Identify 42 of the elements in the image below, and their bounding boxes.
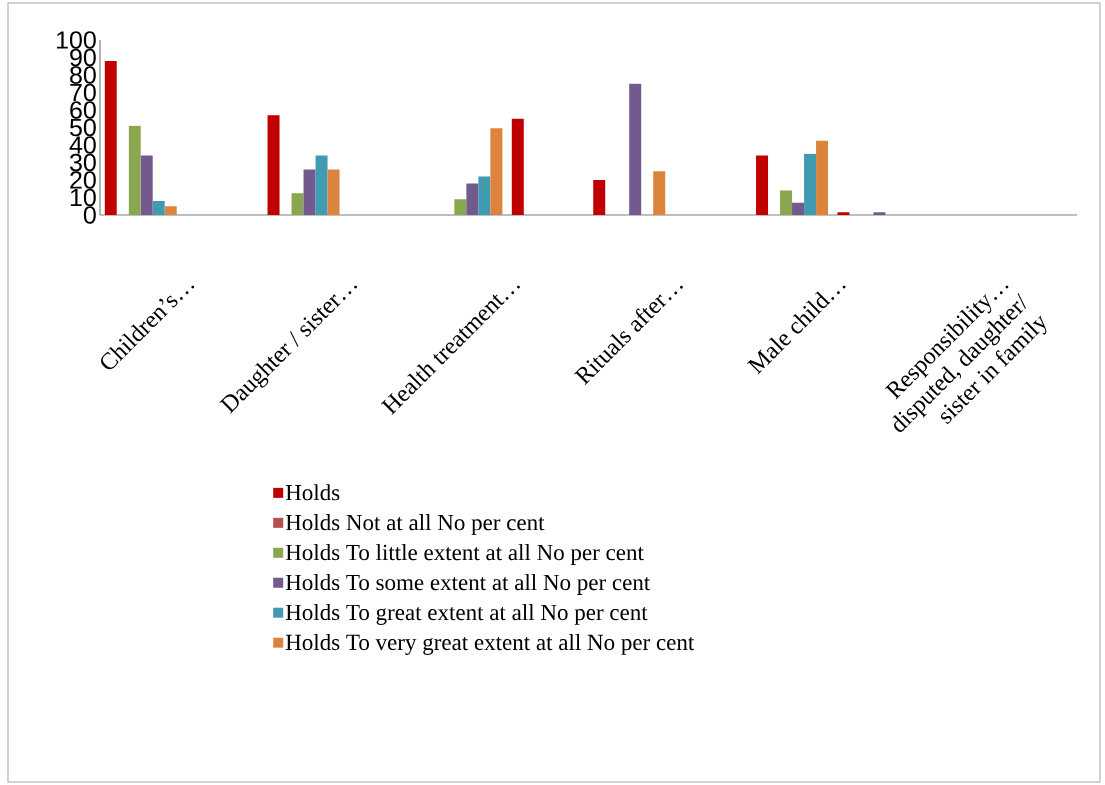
bar — [653, 171, 666, 215]
y-tick-label: 80 — [70, 66, 96, 84]
y-tick-label: 30 — [69, 153, 96, 172]
bar — [315, 155, 328, 215]
bar — [511, 118, 524, 215]
y-tick-label: 100 — [56, 31, 96, 49]
bar — [490, 128, 503, 215]
bar — [303, 169, 316, 215]
y-tick-label: 90 — [70, 48, 96, 67]
bar — [164, 206, 177, 215]
bar — [792, 202, 805, 215]
legend-label: Holds To some extent at all No per cent — [285, 574, 651, 595]
legend-label: Holds Not at all No per cent — [285, 514, 545, 535]
bar — [327, 169, 340, 215]
bar — [873, 212, 886, 215]
bar — [140, 155, 153, 215]
bar — [454, 199, 467, 215]
y-tick-label: 10 — [70, 188, 96, 207]
y-tick-label: 0 — [83, 206, 96, 224]
bar — [291, 193, 304, 215]
bar — [593, 180, 606, 215]
y-tick-label: 60 — [70, 101, 96, 119]
y-tick-label: 20 — [70, 171, 96, 189]
y-tick-label: 40 — [69, 136, 96, 154]
bar — [152, 201, 165, 215]
bar — [478, 176, 491, 215]
bar — [816, 140, 829, 215]
legend-label: Holds To little extent at all No per cent — [285, 544, 644, 565]
bar — [804, 153, 817, 215]
bar — [629, 83, 642, 215]
y-tick-label: 50 — [70, 118, 96, 137]
bar — [128, 125, 141, 215]
legend-label: Holds — [285, 484, 340, 501]
bar — [104, 61, 117, 215]
bar — [780, 190, 793, 215]
bar — [756, 155, 769, 215]
legend-label: Holds To great extent at all No per cent — [285, 603, 648, 625]
bar — [267, 115, 280, 215]
bar — [837, 212, 850, 215]
bar — [466, 183, 479, 215]
legend-label: Holds To very great extent at all No per cent — [285, 633, 695, 655]
y-tick-label: 70 — [70, 83, 96, 102]
